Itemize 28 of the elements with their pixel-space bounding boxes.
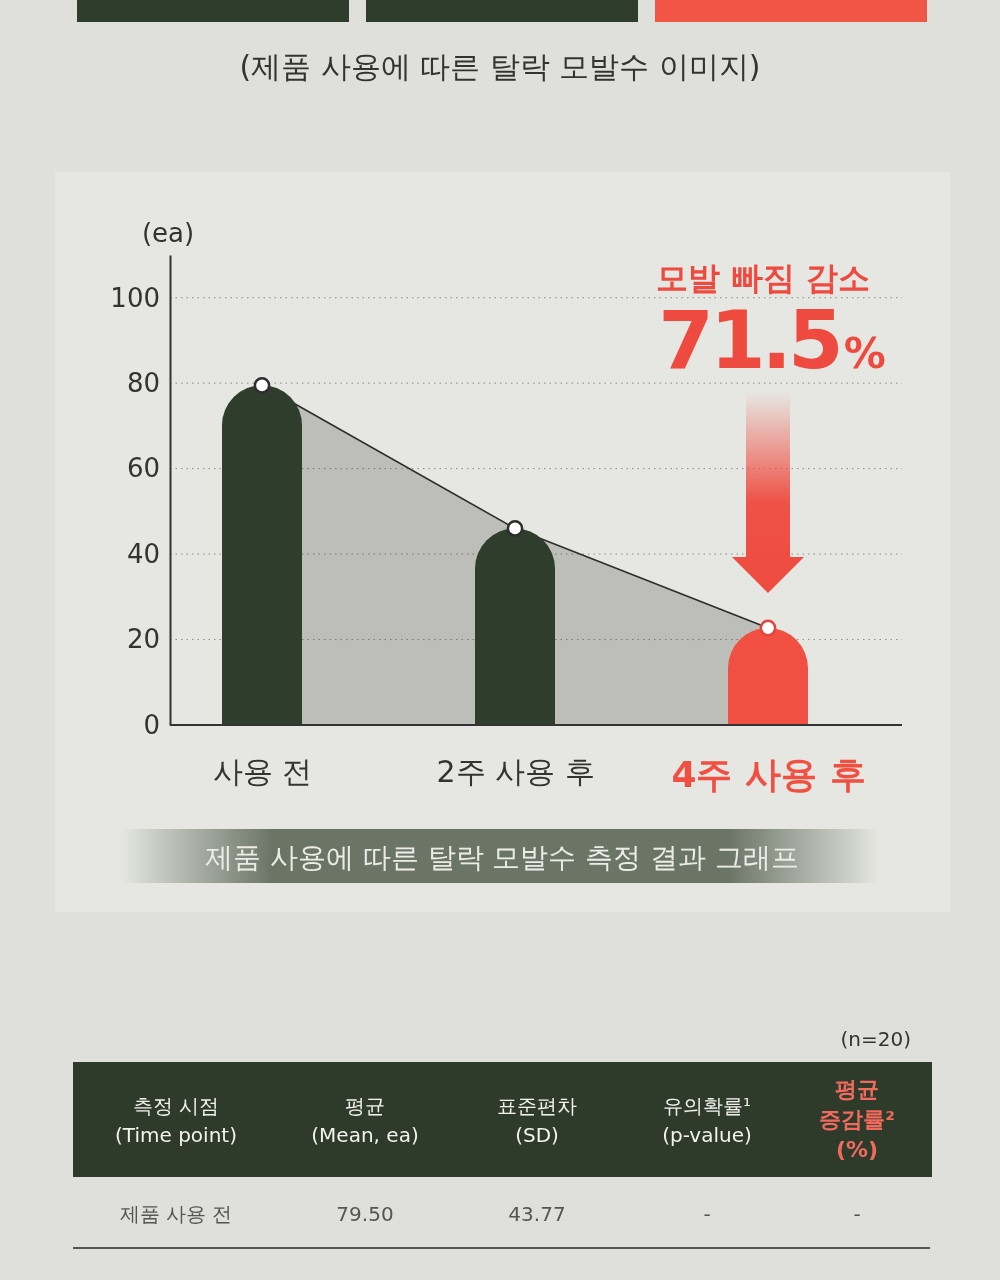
text: 유의확률¹ (p-value) (662, 1093, 752, 1147)
point (253, 376, 271, 394)
x-tick-label: 사용 전 (212, 754, 313, 790)
y-tick-label: 20 (126, 624, 160, 655)
point (759, 619, 777, 637)
text: - (853, 1202, 861, 1226)
y-tick-label: 40 (126, 538, 160, 569)
y-tick-label: 0 (143, 709, 160, 740)
text: (제품 사용에 따른 탈락 모발수 이미지) (239, 49, 761, 84)
text: 평균 증감률² (%) (819, 1077, 895, 1162)
y-tick-label: 60 (126, 453, 160, 484)
text: 제품 사용에 따른 탈락 모발수 측정 결과 그래프 (204, 841, 800, 874)
y-tick-label: 100 (110, 282, 160, 313)
x-tick-label: 4주 사용 후 (671, 753, 866, 795)
text: (n=20) (840, 1027, 911, 1051)
text: 평균 (Mean, ea) (311, 1093, 419, 1147)
text: 표준편차 (SD) (497, 1093, 577, 1147)
text: 측정 시점 (Time point) (115, 1093, 237, 1147)
point (506, 520, 524, 537)
y-tick-label: 80 (126, 368, 160, 398)
text: - (703, 1202, 711, 1226)
text: 79.50 (336, 1202, 394, 1226)
y-axis-title: (ea) (141, 218, 195, 248)
text: 43.77 (508, 1202, 566, 1226)
annotation: 모발 빠짐 감소 (655, 259, 871, 297)
annotation: 71.5% (658, 294, 885, 387)
x-tick-label: 2주 사용 후 (436, 754, 595, 790)
text: 제품 사용 전 (119, 1202, 233, 1226)
